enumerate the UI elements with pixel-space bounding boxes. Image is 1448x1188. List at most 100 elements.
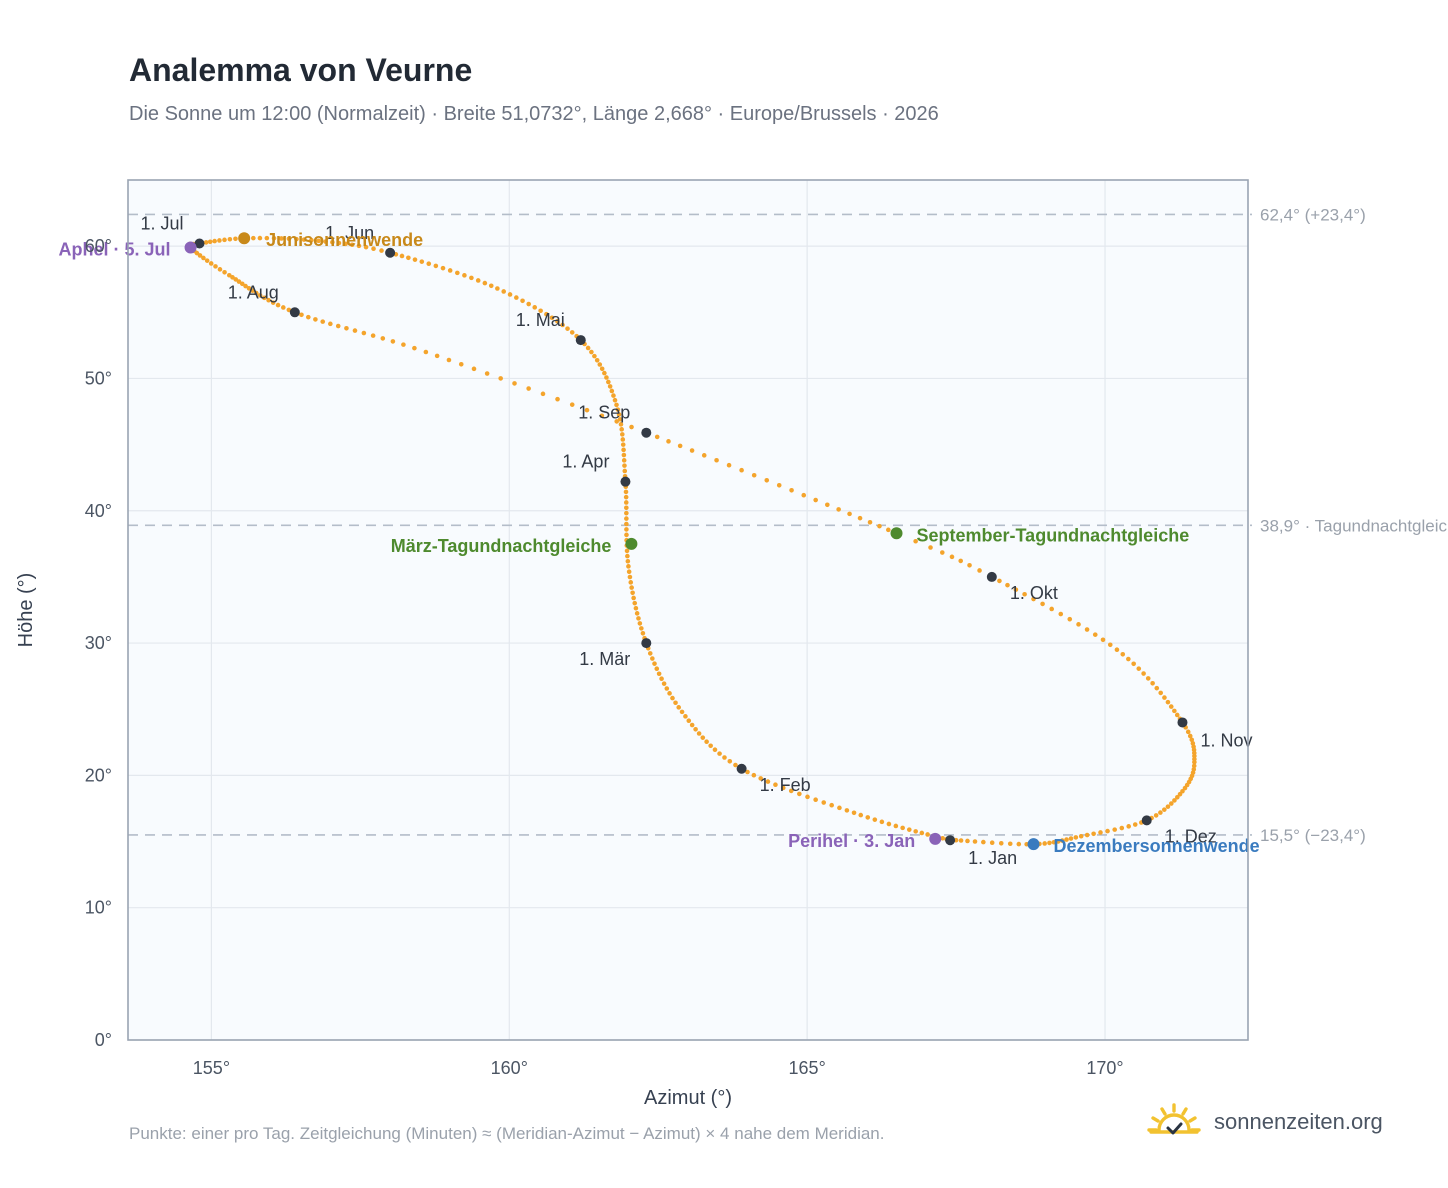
day-point	[616, 412, 622, 417]
day-point	[1120, 652, 1126, 657]
special-point-marker	[184, 241, 197, 254]
day-point	[1126, 824, 1131, 829]
y-tick-label: 30°	[85, 633, 112, 653]
y-tick-label: 10°	[85, 898, 112, 918]
day-point	[488, 283, 494, 289]
day-point	[1126, 656, 1131, 662]
day-point	[526, 386, 531, 391]
reference-line-label: 62,4° (+23,4°)	[1260, 205, 1366, 224]
day-point	[1042, 841, 1047, 846]
day-point	[446, 357, 452, 363]
day-point	[714, 457, 719, 463]
day-point	[629, 585, 634, 590]
day-point	[919, 830, 925, 836]
day-point	[257, 293, 263, 298]
day-point	[584, 407, 590, 413]
day-point	[829, 802, 834, 808]
day-point	[1165, 804, 1171, 809]
day-point	[893, 823, 899, 829]
day-point	[1132, 822, 1138, 827]
day-point	[620, 442, 626, 447]
month-label: 1. Jan	[968, 848, 1017, 868]
day-point	[458, 362, 464, 367]
day-point	[647, 651, 653, 656]
day-point	[1055, 839, 1061, 844]
day-point	[686, 718, 692, 724]
day-point	[592, 353, 597, 359]
day-point	[1172, 798, 1177, 803]
day-point	[236, 279, 242, 284]
day-point	[622, 468, 628, 474]
x-axis-ticks: 155° 160° 165° 170°	[193, 1058, 1124, 1078]
day-point	[203, 240, 209, 245]
day-point	[776, 483, 782, 488]
reference-line-label: 15,5° (−23,4°)	[1260, 826, 1366, 845]
day-point	[940, 835, 945, 841]
day-point	[1162, 807, 1167, 812]
day-point	[693, 727, 698, 732]
day-point	[679, 709, 685, 715]
day-point	[507, 292, 513, 297]
day-point	[614, 419, 620, 424]
month-marker	[385, 247, 396, 258]
day-point	[569, 402, 575, 407]
day-point	[758, 776, 763, 781]
day-point	[406, 255, 411, 261]
day-point	[1150, 681, 1155, 686]
day-point	[633, 605, 639, 611]
day-point	[664, 686, 670, 691]
day-point	[349, 242, 355, 248]
day-point	[623, 494, 629, 500]
day-point	[801, 492, 807, 498]
day-point	[257, 235, 263, 241]
day-point	[1141, 671, 1146, 676]
day-point	[1013, 587, 1019, 592]
day-point	[857, 515, 863, 521]
day-point	[1098, 830, 1103, 835]
y-tick-label: 40°	[85, 501, 112, 521]
day-point	[1136, 666, 1142, 671]
day-point	[412, 257, 418, 262]
day-point	[733, 762, 738, 768]
day-point	[708, 743, 713, 749]
day-point	[555, 396, 560, 402]
special-point-marker	[929, 832, 942, 845]
day-point	[330, 239, 335, 245]
month-label: 1. Jun	[325, 223, 374, 243]
day-point	[217, 267, 223, 272]
day-point	[549, 315, 555, 321]
day-point	[739, 467, 744, 473]
day-point	[1064, 837, 1069, 842]
day-point	[1031, 596, 1036, 602]
y-axis-label: Höhe (°)	[15, 573, 37, 648]
day-point	[1153, 813, 1159, 818]
day-point	[656, 671, 662, 677]
day-point	[865, 815, 871, 820]
day-point	[1154, 685, 1160, 691]
brand-name[interactable]: sonnenzeiten.org	[1214, 1109, 1383, 1134]
day-point	[623, 489, 629, 495]
day-point	[243, 283, 248, 289]
day-point	[625, 558, 631, 564]
day-point	[636, 616, 641, 621]
day-point	[619, 427, 624, 432]
x-tick-label: 170°	[1086, 1058, 1123, 1078]
y-tick-label: 20°	[85, 765, 112, 785]
month-label: 1. Sep	[578, 403, 630, 423]
day-point	[805, 794, 810, 800]
day-point	[233, 277, 239, 282]
day-point	[526, 301, 531, 307]
month-label: 1. Okt	[1010, 583, 1058, 603]
day-point	[328, 321, 333, 327]
y-tick-label: 50°	[85, 368, 112, 388]
day-point	[977, 568, 982, 573]
day-point	[913, 829, 918, 834]
brand-link[interactable]: sonnenzeiten.org	[1146, 1102, 1383, 1142]
day-point	[280, 305, 286, 310]
day-point	[261, 295, 267, 301]
day-point	[555, 319, 560, 324]
day-point	[323, 239, 328, 244]
day-point	[621, 447, 626, 453]
day-point	[208, 261, 214, 266]
day-point	[607, 384, 613, 389]
